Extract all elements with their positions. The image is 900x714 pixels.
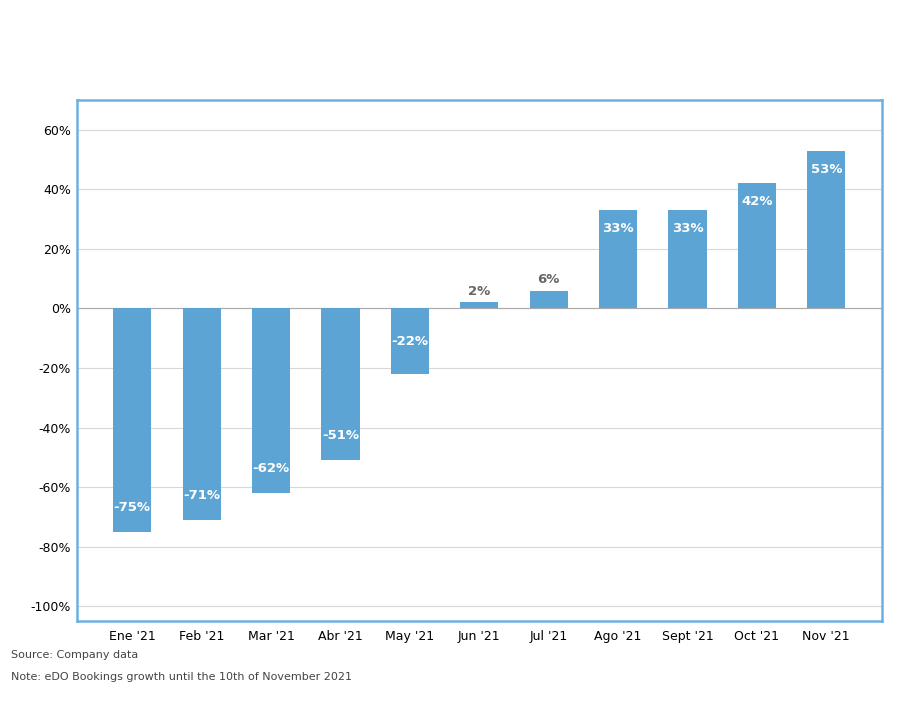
Bar (807, 151, 845, 308)
Text: 42%: 42% (741, 195, 772, 208)
Text: -71%: -71% (183, 489, 220, 502)
Bar (183, 308, 220, 520)
Text: 33%: 33% (602, 222, 634, 235)
Bar (252, 308, 290, 493)
Text: 33%: 33% (671, 222, 703, 235)
Bar (669, 210, 707, 308)
Bar (321, 308, 359, 461)
Text: -22%: -22% (392, 335, 428, 348)
Text: 53%: 53% (811, 163, 842, 176)
Text: eDO BOOKINGS GROWTH VS 2019: eDO BOOKINGS GROWTH VS 2019 (20, 29, 471, 53)
Text: 2%: 2% (468, 285, 490, 298)
Bar (529, 291, 568, 308)
Text: Note: eDO Bookings growth until the 10th of November 2021: Note: eDO Bookings growth until the 10th… (11, 672, 352, 682)
Text: -75%: -75% (113, 501, 150, 514)
Bar (113, 308, 151, 532)
Bar (738, 183, 776, 308)
Text: -62%: -62% (253, 462, 290, 476)
Bar (460, 303, 499, 308)
Bar (391, 308, 429, 374)
Text: Source: Company data: Source: Company data (11, 650, 138, 660)
Text: -51%: -51% (322, 430, 359, 443)
Bar (599, 210, 637, 308)
Text: 6%: 6% (537, 273, 560, 286)
